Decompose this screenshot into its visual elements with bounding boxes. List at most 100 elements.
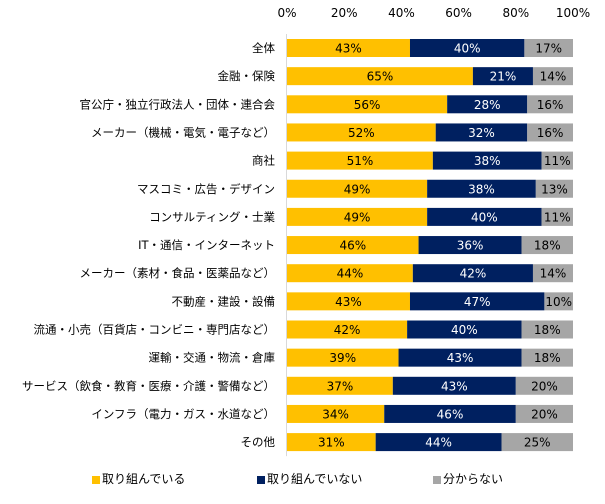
data-label: 31% xyxy=(318,436,345,450)
legend-item: 取り組んでいない xyxy=(257,470,362,487)
bar-segment-series-2 xyxy=(535,179,573,198)
data-label: 16% xyxy=(537,126,564,140)
bar-segment-series-1 xyxy=(427,179,536,198)
category-label: その他 xyxy=(241,435,276,449)
data-label: 46% xyxy=(437,407,464,421)
data-label: 11% xyxy=(544,154,571,168)
x-axis-ticks: 0% 20% 40% 60% 80% 100% xyxy=(277,6,590,20)
data-label: 38% xyxy=(474,154,501,168)
data-label: 37% xyxy=(327,379,354,393)
legend: 取り組んでいる 取り組んでいない 分からない xyxy=(0,470,605,490)
bar-segment-series-0 xyxy=(287,67,473,86)
category-label: 流通・小売（百貨店・コンビニ・専門店など） xyxy=(34,323,276,337)
bar-row: 31% 44% 25% xyxy=(287,433,573,452)
bar-row: 49% 40% 11% xyxy=(287,207,573,226)
bar-segment-series-1 xyxy=(427,207,542,226)
bar-row: 49% 38% 13% xyxy=(287,179,573,198)
data-label: 56% xyxy=(354,98,381,112)
bar-segment-series-0 xyxy=(287,123,436,142)
x-tick-label: 80% xyxy=(502,6,529,20)
x-tick-label: 100% xyxy=(556,6,590,20)
bar-segment-series-2 xyxy=(521,348,573,367)
data-label: 16% xyxy=(537,98,564,112)
data-label: 21% xyxy=(490,70,517,84)
bar-segment-series-2 xyxy=(527,95,573,114)
bar-row: 43% 47% 10% xyxy=(287,292,573,311)
bar-segment-series-0 xyxy=(287,433,376,452)
data-label: 20% xyxy=(531,407,558,421)
data-label: 18% xyxy=(534,351,561,365)
legend-swatch xyxy=(433,476,441,484)
data-label: 34% xyxy=(322,407,349,421)
data-label: 39% xyxy=(329,351,356,365)
data-label: 43% xyxy=(441,379,468,393)
data-label: 36% xyxy=(457,239,484,253)
data-label: 14% xyxy=(540,267,567,281)
category-label: 金融・保険 xyxy=(218,69,276,83)
data-label: 42% xyxy=(334,323,361,337)
bar-segment-series-0 xyxy=(287,236,419,255)
data-label: 40% xyxy=(454,42,481,56)
x-tick-label: 60% xyxy=(445,6,472,20)
bar-segment-series-2 xyxy=(532,67,573,86)
bar-segment-series-1 xyxy=(407,320,522,339)
data-label: 42% xyxy=(460,267,487,281)
legend-swatch xyxy=(257,476,265,484)
data-label: 25% xyxy=(524,436,551,450)
stacked-bar-chart: 0% 20% 40% 60% 80% 100% 全体金融・保険官公庁・独立行政法人・団体・… xyxy=(22,6,590,457)
data-label: 10% xyxy=(545,295,572,309)
data-label: 49% xyxy=(344,182,371,196)
bar-segment-series-2 xyxy=(544,292,573,311)
data-label: 38% xyxy=(468,182,495,196)
data-label: 65% xyxy=(367,70,394,84)
category-labels: 全体金融・保険官公庁・独立行政法人・団体・連合会メーカー（機械・電気・電子など）… xyxy=(22,41,275,449)
category-label: 不動産・建設・設備 xyxy=(172,294,276,308)
legend-item: 取り組んでいる xyxy=(92,470,185,487)
bar-segment-series-2 xyxy=(515,404,573,423)
bar-segment-series-1 xyxy=(447,95,528,114)
category-label: メーカー（機械・電気・電子など） xyxy=(91,125,275,139)
bars: 43% 40% 17% 65% 21% 14% 56% 28% 16% 52% 32% 16% 51% 3… xyxy=(287,39,573,452)
bar-segment-series-1 xyxy=(472,67,533,86)
bar-segment-series-0 xyxy=(287,39,410,57)
data-label: 17% xyxy=(535,42,562,56)
data-label: 32% xyxy=(468,126,495,140)
bar-row: 52% 32% 16% xyxy=(287,123,573,142)
bar-segment-series-0 xyxy=(287,320,408,339)
bar-segment-series-1 xyxy=(392,376,516,395)
bar-segment-series-2 xyxy=(501,433,573,452)
category-label: サービス（飲食・教育・医療・介護・警備など） xyxy=(22,379,275,393)
bar-row: 46% 36% 18% xyxy=(287,236,573,255)
data-label: 18% xyxy=(534,323,561,337)
bar-segment-series-0 xyxy=(287,179,428,198)
legend-label: 取り組んでいる xyxy=(102,472,186,486)
category-label: IT・通信・インターネット xyxy=(138,238,275,252)
data-label: 28% xyxy=(474,98,501,112)
data-label: 43% xyxy=(447,351,474,365)
data-label: 11% xyxy=(544,210,571,224)
data-label: 43% xyxy=(335,295,362,309)
data-label: 49% xyxy=(344,210,371,224)
bar-segment-series-1 xyxy=(409,39,525,57)
bar-segment-series-0 xyxy=(287,348,399,367)
bar-segment-series-0 xyxy=(287,151,433,170)
bar-row: 44% 42% 14% xyxy=(287,264,573,283)
data-label: 40% xyxy=(451,323,478,337)
category-label: 官公庁・独立行政法人・団体・連合会 xyxy=(80,97,276,111)
data-label: 14% xyxy=(540,70,567,84)
bar-segment-series-1 xyxy=(375,433,502,452)
category-label: 全体 xyxy=(252,41,275,55)
bar-segment-series-1 xyxy=(432,151,542,170)
bar-segment-series-0 xyxy=(287,207,428,226)
bar-row: 34% 46% 20% xyxy=(287,404,573,423)
data-label: 44% xyxy=(425,436,452,450)
x-tick-label: 40% xyxy=(388,6,415,20)
bar-segment-series-2 xyxy=(521,236,573,255)
data-label: 47% xyxy=(464,295,491,309)
bar-segment-series-0 xyxy=(287,404,385,423)
bar-segment-series-2 xyxy=(532,264,573,283)
bar-row: 56% 28% 16% xyxy=(287,95,573,114)
bar-segment-series-2 xyxy=(515,376,573,395)
bar-segment-series-2 xyxy=(541,207,573,226)
bar-row: 51% 38% 11% xyxy=(287,151,573,170)
